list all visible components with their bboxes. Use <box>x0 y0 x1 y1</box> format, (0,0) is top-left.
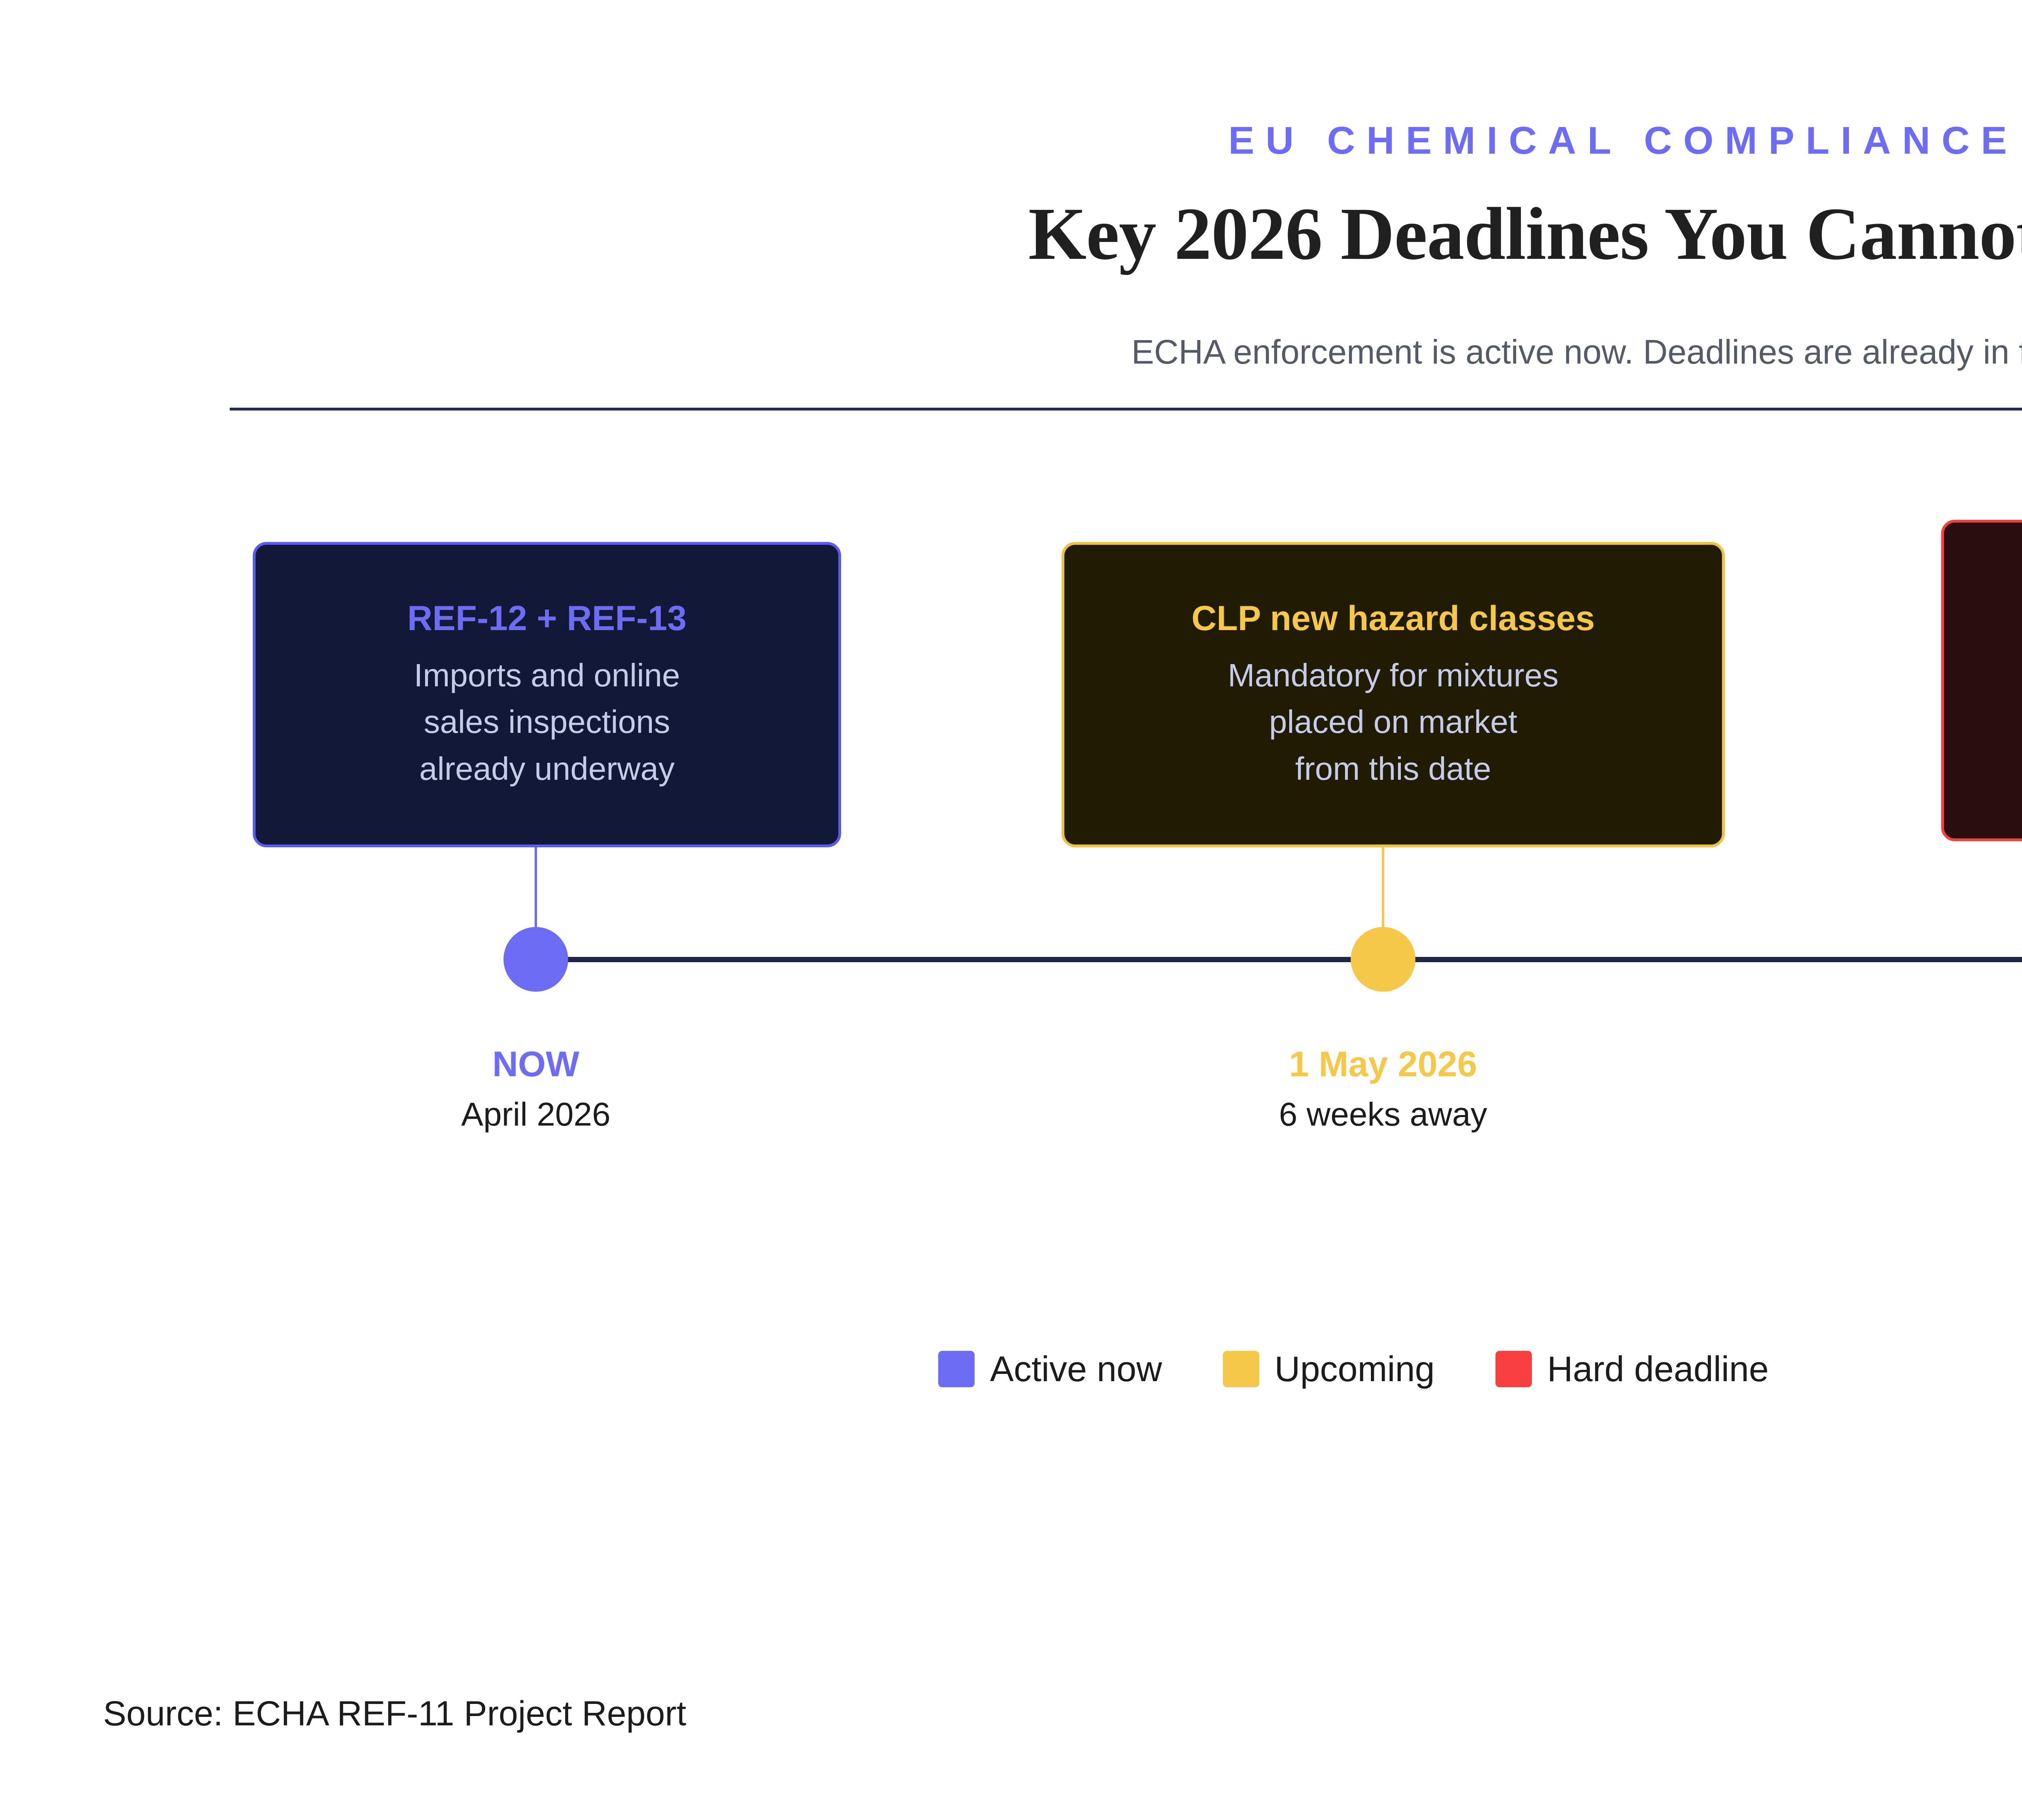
card-line: Mandatory for ALL substances <box>1958 638 2022 684</box>
legend-item-active-now: Active now <box>938 1351 1162 1387</box>
card-line: already on EU market <box>1958 684 2022 731</box>
timeline-tick-now: NOW April 2026 <box>293 1043 778 1135</box>
connector-stem <box>1382 847 1384 928</box>
milestone-card-clp-mixtures: CLP new hazard classes Mandatory for mix… <box>1062 542 1725 847</box>
legend-item-hard-deadline: Hard deadline <box>1495 1351 1769 1387</box>
card-line: already underway <box>419 750 675 787</box>
card-line: placed on market <box>1269 704 1517 740</box>
milestone-card-ref-12-ref-13: REF-12 + REF-13 Imports and online sales… <box>253 542 841 847</box>
header-divider <box>230 408 2022 411</box>
timeline-axis <box>536 957 2022 962</box>
legend-label: Upcoming <box>1274 1349 1435 1389</box>
legend: Active now Upcoming Hard deadline <box>938 1351 1769 1387</box>
card-line: Imports and online <box>414 657 680 694</box>
legend-label: Active now <box>990 1349 1162 1389</box>
card-line: Mandatory for mixtures <box>1227 657 1559 694</box>
milestone-card-clp-all-substances: CLP new hazard classes Mandatory for ALL… <box>1941 520 2022 841</box>
legend-swatch-icon <box>1223 1351 1259 1387</box>
footer-source: Source: ECHA REF-11 Project Report <box>103 1694 686 1733</box>
card-title: CLP new hazard classes <box>1958 583 2022 626</box>
legend-swatch-icon <box>938 1351 975 1387</box>
legend-swatch-icon <box>1495 1351 1532 1387</box>
card-title: REF-12 + REF-13 <box>407 599 687 638</box>
page-title: Key 2026 Deadlines You Cannot Miss <box>1028 193 2022 275</box>
tick-note: April 2026 <box>461 1096 611 1133</box>
card-line: SDS updates required <box>1958 731 2022 778</box>
timeline-tick-1-may-2026: 1 May 2026 6 weeks away <box>1140 1043 1626 1135</box>
connector-stem <box>535 847 537 930</box>
timeline-marker-1-may-2026[interactable] <box>1351 927 1415 992</box>
timeline-marker-now[interactable] <box>503 927 568 992</box>
tick-date: NOW <box>492 1044 580 1084</box>
eyebrow-label: EU CHEMICAL COMPLIANCE <box>1228 119 2018 162</box>
legend-item-upcoming: Upcoming <box>1223 1351 1435 1387</box>
card-line: sales inspections <box>423 704 670 740</box>
legend-label: Hard deadline <box>1547 1349 1769 1389</box>
card-title: CLP new hazard classes <box>1191 599 1595 638</box>
tick-note: 6 weeks away <box>1279 1096 1487 1133</box>
card-line: from this date <box>1295 750 1491 787</box>
page-subtitle: ECHA enforcement is active now. Deadline… <box>1131 333 2022 371</box>
tick-date: 1 May 2026 <box>1289 1044 1477 1084</box>
